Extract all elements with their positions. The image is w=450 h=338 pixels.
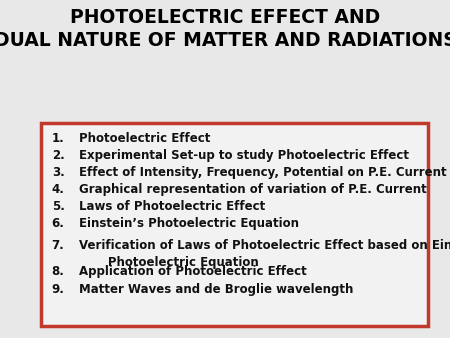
- Text: 3.: 3.: [52, 166, 64, 179]
- Text: Application of Photoelectric Effect: Application of Photoelectric Effect: [79, 265, 306, 278]
- Text: Matter Waves and de Broglie wavelength: Matter Waves and de Broglie wavelength: [79, 283, 353, 296]
- Text: 8.: 8.: [52, 265, 65, 278]
- Text: 5.: 5.: [52, 200, 65, 213]
- Text: PHOTOELECTRIC EFFECT AND
DUAL NATURE OF MATTER AND RADIATIONS: PHOTOELECTRIC EFFECT AND DUAL NATURE OF …: [0, 8, 450, 50]
- Text: Experimental Set-up to study Photoelectric Effect: Experimental Set-up to study Photoelectr…: [79, 149, 409, 162]
- Text: Laws of Photoelectric Effect: Laws of Photoelectric Effect: [79, 200, 265, 213]
- Text: Verification of Laws of Photoelectric Effect based on Einstein’s
       Photoele: Verification of Laws of Photoelectric Ef…: [79, 239, 450, 269]
- Text: 7.: 7.: [52, 239, 64, 252]
- Text: Effect of Intensity, Frequency, Potential on P.E. Current: Effect of Intensity, Frequency, Potentia…: [79, 166, 446, 179]
- Text: 2.: 2.: [52, 149, 64, 162]
- Bar: [40, 123, 428, 326]
- Text: Graphical representation of variation of P.E. Current: Graphical representation of variation of…: [79, 183, 427, 196]
- Text: Photoelectric Effect: Photoelectric Effect: [79, 132, 210, 145]
- Text: 6.: 6.: [52, 217, 65, 230]
- Text: 4.: 4.: [52, 183, 65, 196]
- Text: 1.: 1.: [52, 132, 64, 145]
- Text: Einstein’s Photoelectric Equation: Einstein’s Photoelectric Equation: [79, 217, 299, 230]
- Text: 9.: 9.: [52, 283, 65, 296]
